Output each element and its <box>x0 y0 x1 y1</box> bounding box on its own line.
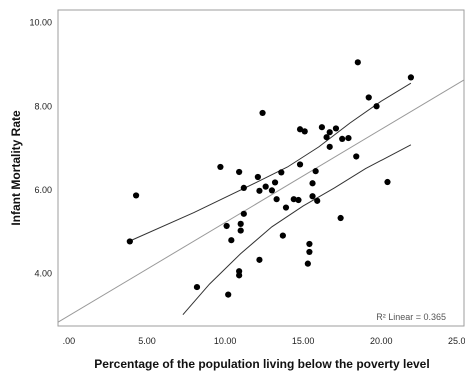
data-point <box>193 283 201 291</box>
data-point <box>256 187 263 194</box>
data-point <box>290 196 297 203</box>
x-tick-label: .00 <box>63 336 76 346</box>
y-axis-title: Infant Mortality Rate <box>9 110 23 226</box>
data-point <box>373 103 380 110</box>
data-point <box>225 291 232 298</box>
linear-fit-line <box>57 79 465 323</box>
fit-line <box>57 79 465 323</box>
data-point <box>132 192 140 199</box>
data-point <box>236 168 243 176</box>
data-point <box>282 204 290 211</box>
data-point <box>295 196 302 204</box>
data-point <box>268 187 276 194</box>
x-tick-label: 20.00 <box>370 336 393 346</box>
data-point <box>301 128 308 135</box>
data-point <box>312 168 319 175</box>
data-point <box>217 163 224 171</box>
data-point <box>254 173 261 181</box>
data-points <box>126 59 415 298</box>
r-squared-annotation: R² Linear = 0.365 <box>376 312 446 322</box>
data-point <box>323 134 330 141</box>
data-point <box>273 196 280 203</box>
data-point <box>326 129 333 136</box>
x-axis-tick-labels: .00 5.00 10.00 15.00 20.00 25.00 <box>63 336 465 346</box>
data-point <box>228 237 235 244</box>
data-point <box>126 238 133 245</box>
plot-frame <box>57 9 465 327</box>
data-point <box>306 240 313 248</box>
data-point <box>332 125 340 132</box>
x-tick-label: 15.00 <box>292 336 315 346</box>
x-tick-label: 25.00 <box>448 336 465 346</box>
data-point <box>237 220 244 227</box>
data-point <box>236 272 243 279</box>
data-point <box>278 169 285 176</box>
data-point <box>339 135 346 143</box>
data-point <box>240 184 247 191</box>
data-point <box>407 74 415 81</box>
x-axis-title: Percentage of the population living belo… <box>94 357 429 371</box>
y-axis-tick-labels: 4.00 6.00 8.00 10.00 <box>29 18 52 279</box>
y-tick-label: 10.00 <box>29 18 52 28</box>
data-point <box>262 183 269 190</box>
data-point <box>314 197 321 204</box>
data-point <box>256 256 263 263</box>
data-point <box>318 124 325 131</box>
data-point <box>304 260 311 267</box>
data-point <box>353 153 360 160</box>
data-point <box>271 179 279 186</box>
data-point <box>337 214 344 222</box>
data-point <box>306 248 313 256</box>
data-point <box>345 134 352 142</box>
data-point <box>296 126 304 133</box>
ci-lower-line <box>182 144 412 316</box>
data-point <box>240 210 247 217</box>
data-point <box>354 59 361 66</box>
data-point <box>296 161 304 168</box>
data-point <box>223 222 230 230</box>
x-tick-label: 10.00 <box>214 336 237 346</box>
data-point <box>365 94 372 101</box>
y-tick-label: 8.00 <box>34 101 52 111</box>
data-point <box>309 193 316 200</box>
data-point <box>237 227 244 234</box>
y-tick-label: 4.00 <box>34 269 52 279</box>
data-point <box>384 178 391 186</box>
data-point <box>279 232 286 239</box>
data-point <box>309 180 316 187</box>
data-point <box>326 143 333 150</box>
data-point <box>259 109 266 117</box>
x-tick-label: 5.00 <box>138 336 156 346</box>
y-tick-label: 6.00 <box>34 185 52 195</box>
